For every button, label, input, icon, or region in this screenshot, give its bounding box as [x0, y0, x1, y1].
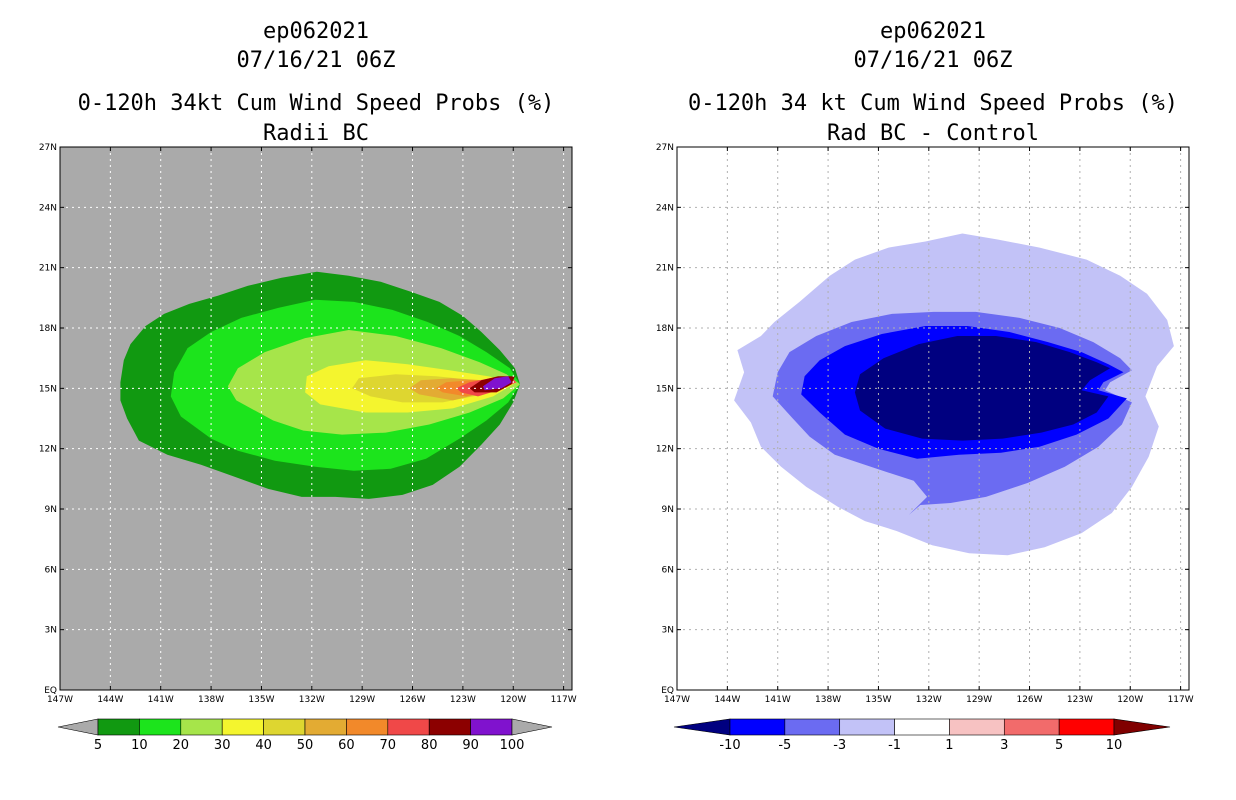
- y-tick-label: 12N: [39, 445, 57, 455]
- x-tick-label: 123W: [1067, 695, 1093, 705]
- colorbar-segment: [1113, 718, 1171, 736]
- colorbar-label: 40: [255, 738, 272, 753]
- colorbar-segment: [1003, 718, 1060, 736]
- x-tick-label: 120W: [1117, 695, 1143, 705]
- colorbar-label: 80: [421, 738, 438, 753]
- colorbar-label: 100: [500, 738, 525, 753]
- colorbar-label: 70: [380, 738, 397, 753]
- colorbar-label: -3: [833, 738, 846, 753]
- chart-panel-left: ep062021 07/16/21 06Z 0-120h 34kt Cum Wind…: [39, 19, 577, 753]
- colorbar-segment: [139, 718, 182, 736]
- plot-frame: [676, 146, 1190, 691]
- x-tick-label: 144W: [714, 695, 740, 705]
- y-tick-label: 27N: [656, 143, 674, 153]
- x-tick-label: 141W: [765, 695, 791, 705]
- x-tick-label: 129W: [349, 695, 375, 705]
- y-tick-label: EQ: [661, 686, 674, 696]
- x-tick-label: 144W: [97, 695, 123, 705]
- y-tick-label: 15N: [656, 384, 674, 394]
- x-tick-label: 117W: [1168, 695, 1194, 705]
- colorbar-label: -1: [888, 738, 901, 753]
- colorbar-label: 60: [338, 738, 355, 753]
- colorbar-label: 3: [1000, 738, 1008, 753]
- y-tick-label: 18N: [656, 324, 674, 334]
- contour-90-100: [483, 376, 512, 391]
- y-tick-label: 9N: [45, 505, 57, 515]
- plot-frame: [59, 146, 573, 691]
- title-line-1: ep062021: [880, 19, 986, 44]
- x-tick-label: 147W: [47, 695, 73, 705]
- colorbar-label: 1: [945, 738, 953, 753]
- x-tick-label: 126W: [399, 695, 425, 705]
- x-tick-label: 132W: [916, 695, 942, 705]
- x-tick-label: 126W: [1016, 695, 1042, 705]
- colorbar-segment: [470, 718, 513, 736]
- colorbar-label: 5: [1055, 738, 1063, 753]
- colorbar-segment: [221, 718, 264, 736]
- colorbar: -10 -5 -3 -1 1 3 5 10: [673, 718, 1171, 753]
- colorbar-segment: [387, 718, 430, 736]
- colorbar-label: 10: [1106, 738, 1123, 753]
- colorbar-segment: [97, 718, 140, 736]
- colorbar: 5 10 20 30 40 50 60 70 80 90 100: [57, 718, 553, 753]
- colorbar-label: 30: [214, 738, 231, 753]
- colorbar-label: 90: [462, 738, 479, 753]
- title-line-4: Rad BC - Control: [827, 121, 1039, 146]
- x-tick-label: 135W: [865, 695, 891, 705]
- y-tick-label: 3N: [45, 626, 57, 636]
- y-tick-label: 24N: [39, 203, 57, 213]
- title-line-1: ep062021: [263, 19, 369, 44]
- x-tick-label: 138W: [815, 695, 841, 705]
- y-tick-label: 27N: [39, 143, 57, 153]
- colorbar-segment: [839, 718, 895, 736]
- colorbar-segment: [180, 718, 223, 736]
- x-tick-label: 147W: [664, 695, 690, 705]
- x-tick-label: 138W: [198, 695, 224, 705]
- colorbar-label: 5: [94, 738, 102, 753]
- y-tick-label: 18N: [39, 324, 57, 334]
- y-tick-label: 9N: [662, 505, 674, 515]
- y-tick-label: 24N: [656, 203, 674, 213]
- colorbar-label: 50: [297, 738, 314, 753]
- colorbar-segment: [1058, 718, 1115, 736]
- title-line-4: Radii BC: [263, 121, 369, 146]
- y-tick-label: 21N: [39, 264, 57, 274]
- y-tick-label: 3N: [662, 626, 674, 636]
- x-tick-label: 123W: [450, 695, 476, 705]
- title-line-2: 07/16/21 06Z: [237, 48, 396, 73]
- x-tick-label: 141W: [148, 695, 174, 705]
- x-tick-label: 120W: [500, 695, 526, 705]
- colorbar-segment: [57, 718, 99, 736]
- colorbar-label: 10: [131, 738, 148, 753]
- colorbar-segment: [729, 718, 786, 736]
- colorbar-segment: [949, 718, 1005, 736]
- colorbar-segment: [511, 718, 553, 736]
- colorbar-segment: [428, 718, 471, 736]
- title-line-3: 0-120h 34kt Cum Wind Speed Probs (%): [78, 91, 555, 116]
- x-tick-label: 135W: [248, 695, 274, 705]
- colorbar-label: 20: [173, 738, 190, 753]
- colorbar-segment: [304, 718, 347, 736]
- colorbar-segment: [346, 718, 389, 736]
- colorbar-label: -5: [778, 738, 791, 753]
- x-tick-label: 129W: [966, 695, 992, 705]
- y-tick-label: 12N: [656, 445, 674, 455]
- y-tick-label: 15N: [39, 384, 57, 394]
- colorbar-label: -10: [719, 738, 740, 753]
- colorbar-segment: [894, 718, 950, 736]
- y-tick-label: 6N: [45, 565, 57, 575]
- colorbar-segment: [784, 718, 841, 736]
- colorbar-segment: [263, 718, 306, 736]
- x-tick-label: 117W: [551, 695, 577, 705]
- title-line-2: 07/16/21 06Z: [854, 48, 1013, 73]
- chart-panel-right: ep062021 07/16/21 06Z 0-120h 34 kt Cum Win…: [656, 19, 1194, 753]
- contour--10: [854, 336, 1111, 441]
- y-tick-label: 21N: [656, 264, 674, 274]
- y-tick-label: EQ: [44, 686, 57, 696]
- colorbar-segment: [673, 718, 731, 736]
- y-tick-label: 6N: [662, 565, 674, 575]
- title-line-3: 0-120h 34 kt Cum Wind Speed Probs (%): [688, 91, 1178, 116]
- x-tick-label: 132W: [299, 695, 325, 705]
